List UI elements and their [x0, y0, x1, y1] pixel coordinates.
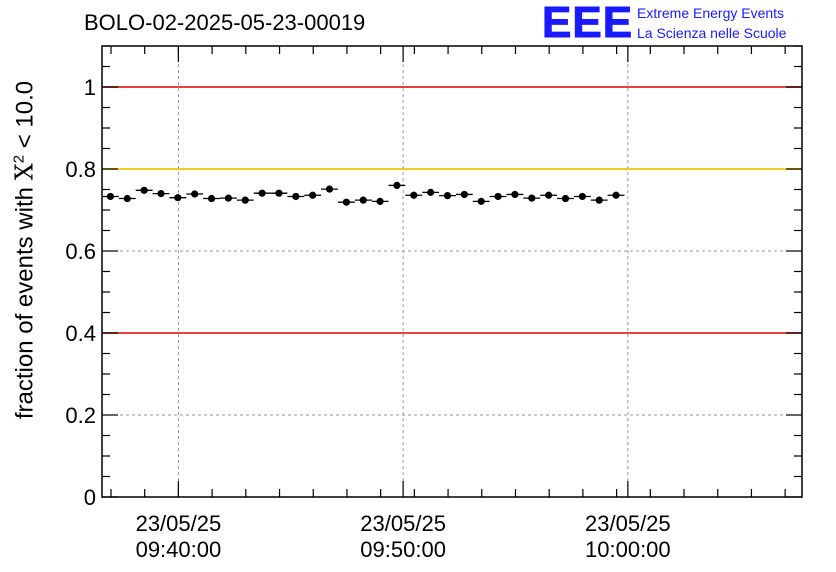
data-point	[388, 181, 406, 189]
y-tick-label: 0.8	[65, 157, 96, 182]
data-point	[287, 192, 305, 201]
data-point	[186, 190, 204, 198]
data-point-marker	[224, 194, 233, 202]
data-point	[607, 191, 625, 199]
y-tick-label: 0.4	[65, 321, 96, 346]
data-point-marker	[528, 194, 536, 202]
data-points	[102, 181, 625, 206]
data-point	[152, 190, 170, 198]
eee-logo-line1: Extreme Energy Events	[637, 5, 785, 21]
x-tick-label-date: 23/05/25	[585, 511, 671, 536]
data-point-marker	[309, 191, 317, 199]
data-point	[405, 191, 423, 199]
data-point	[102, 192, 119, 201]
data-point-marker	[477, 197, 485, 205]
data-point	[590, 196, 608, 204]
data-point	[321, 185, 338, 193]
x-tick-label-time: 10:00:00	[585, 537, 671, 562]
data-point	[219, 194, 237, 202]
chart-title: BOLO-02-2025-05-23-00019	[84, 10, 366, 35]
x-tick-label-time: 09:40:00	[136, 537, 222, 562]
data-point	[169, 194, 187, 202]
data-point-marker	[292, 192, 300, 201]
y-tick-label: 1	[84, 75, 96, 100]
data-point	[540, 191, 558, 199]
data-point-marker	[258, 189, 266, 197]
data-point-marker	[157, 190, 165, 198]
x-tick-label-date: 23/05/25	[136, 511, 222, 536]
data-point	[270, 189, 288, 197]
data-point	[236, 196, 254, 204]
data-point-marker	[359, 196, 367, 204]
x-tick-label-time: 09:50:00	[360, 537, 446, 562]
data-point	[439, 192, 456, 200]
data-point-marker	[393, 181, 401, 189]
data-point-marker	[410, 191, 418, 199]
y-tick-label: 0.2	[65, 403, 96, 428]
data-point-marker	[191, 190, 199, 198]
data-point-marker	[427, 188, 435, 196]
data-point-marker	[511, 190, 519, 199]
data-point	[337, 198, 355, 206]
data-point-marker	[460, 190, 468, 199]
data-point-marker	[123, 194, 131, 203]
y-tick-label: 0.6	[65, 239, 96, 264]
data-point-marker	[578, 192, 586, 201]
data-point	[472, 197, 490, 205]
data-point-marker	[376, 197, 384, 205]
data-point-marker	[325, 185, 334, 193]
data-point	[304, 191, 322, 199]
data-point	[506, 190, 524, 199]
data-point-marker	[545, 191, 553, 199]
data-point-marker	[443, 192, 452, 200]
data-point	[422, 188, 440, 196]
data-point	[253, 189, 271, 197]
eee-logo-line2: La Scienza nelle Scuole	[637, 25, 787, 41]
data-point-marker	[342, 198, 350, 206]
data-point	[118, 194, 136, 203]
eee-logo-mark: EEE	[541, 0, 634, 47]
data-point-marker	[275, 189, 283, 197]
axes: 00.20.40.60.8123/05/2509:40:0023/05/2509…	[65, 45, 802, 562]
data-point	[523, 194, 541, 202]
data-point	[489, 192, 507, 201]
data-point-marker	[241, 196, 249, 204]
data-point	[573, 192, 591, 201]
data-point	[135, 186, 153, 194]
data-point	[371, 197, 389, 205]
data-point-marker	[494, 192, 502, 201]
data-point	[203, 194, 220, 203]
data-point	[557, 194, 574, 203]
data-point-marker	[106, 192, 115, 201]
x-tick-label-date: 23/05/25	[360, 511, 446, 536]
data-point-marker	[612, 191, 620, 199]
data-point-marker	[595, 196, 603, 204]
data-point-marker	[140, 186, 148, 194]
data-point-marker	[174, 194, 182, 202]
data-point-marker	[561, 194, 570, 203]
plot-frame	[101, 45, 803, 498]
reference-lines	[102, 86, 802, 334]
data-point	[455, 190, 473, 199]
data-point	[354, 196, 372, 204]
data-point-marker	[207, 194, 216, 203]
y-tick-label: 0	[84, 485, 96, 510]
grid-layer	[102, 46, 802, 497]
